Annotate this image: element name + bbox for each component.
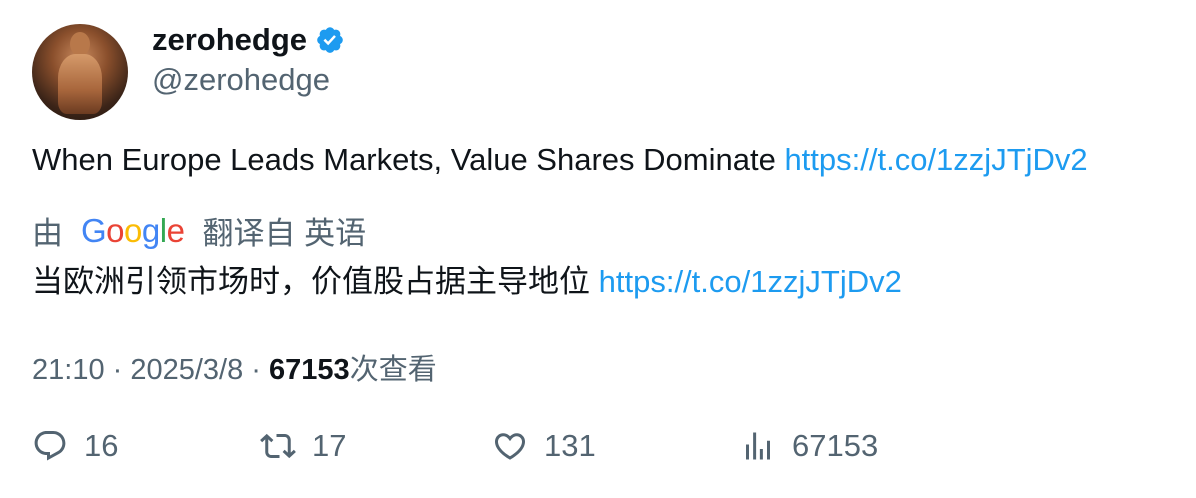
meta-separator-2: · (243, 354, 270, 386)
translation-attribution: 由 Google 翻译自 英语 (32, 208, 366, 253)
tweet-text: When Europe Leads Markets, Value Shares … (32, 142, 1088, 178)
repost-icon (260, 433, 296, 459)
repost-count: 17 (312, 428, 347, 463)
reply-icon (34, 431, 66, 461)
tweet-actions-bar: 16 17 131 67153 (32, 428, 1164, 474)
tweet-meta: 21:10 · 2025/3/8 · 67153次查看 (32, 346, 437, 388)
google-logo: Google (81, 211, 185, 249)
tweet-link[interactable]: https://t.co/1zzjJTjDv2 (784, 142, 1088, 177)
translated-tweet-text: 当欧洲引领市场时，价值股占据主导地位 https://t.co/1zzjJTjD… (32, 256, 902, 301)
translation-from-label: 翻译自 英语 (202, 216, 367, 251)
author-handle[interactable]: @zerohedge (152, 62, 330, 97)
meta-separator: · (104, 354, 131, 386)
author-display-name[interactable]: zerohedge (152, 22, 308, 57)
views-button[interactable]: 67153 (740, 428, 878, 464)
views-count: 67153 (792, 428, 879, 463)
author-avatar[interactable] (32, 24, 128, 120)
heart-icon (494, 433, 526, 460)
tweet-views-label: 次查看 (349, 354, 437, 386)
views-chart-icon (746, 432, 770, 460)
translation-by-label: 由 (32, 216, 63, 251)
tweet-time[interactable]: 21:10 (32, 354, 105, 386)
reply-button[interactable]: 16 (32, 428, 118, 464)
tweet-body: When Europe Leads Markets, Value Shares … (32, 142, 785, 177)
like-button[interactable]: 131 (492, 428, 596, 464)
repost-button[interactable]: 17 (260, 428, 346, 464)
reply-count: 16 (84, 428, 119, 463)
tweet-views-count: 67153 (269, 354, 350, 386)
author-name-row: zerohedge (152, 22, 345, 58)
translated-link[interactable]: https://t.co/1zzjJTjDv2 (598, 264, 902, 299)
avatar-torso-shape (58, 54, 102, 114)
tweet-date[interactable]: 2025/3/8 (130, 354, 244, 386)
translated-body: 当欧洲引领市场时，价值股占据主导地位 (32, 264, 599, 299)
like-count: 131 (544, 428, 596, 463)
avatar-head-shape (70, 32, 90, 56)
verified-badge-icon[interactable] (315, 25, 345, 55)
